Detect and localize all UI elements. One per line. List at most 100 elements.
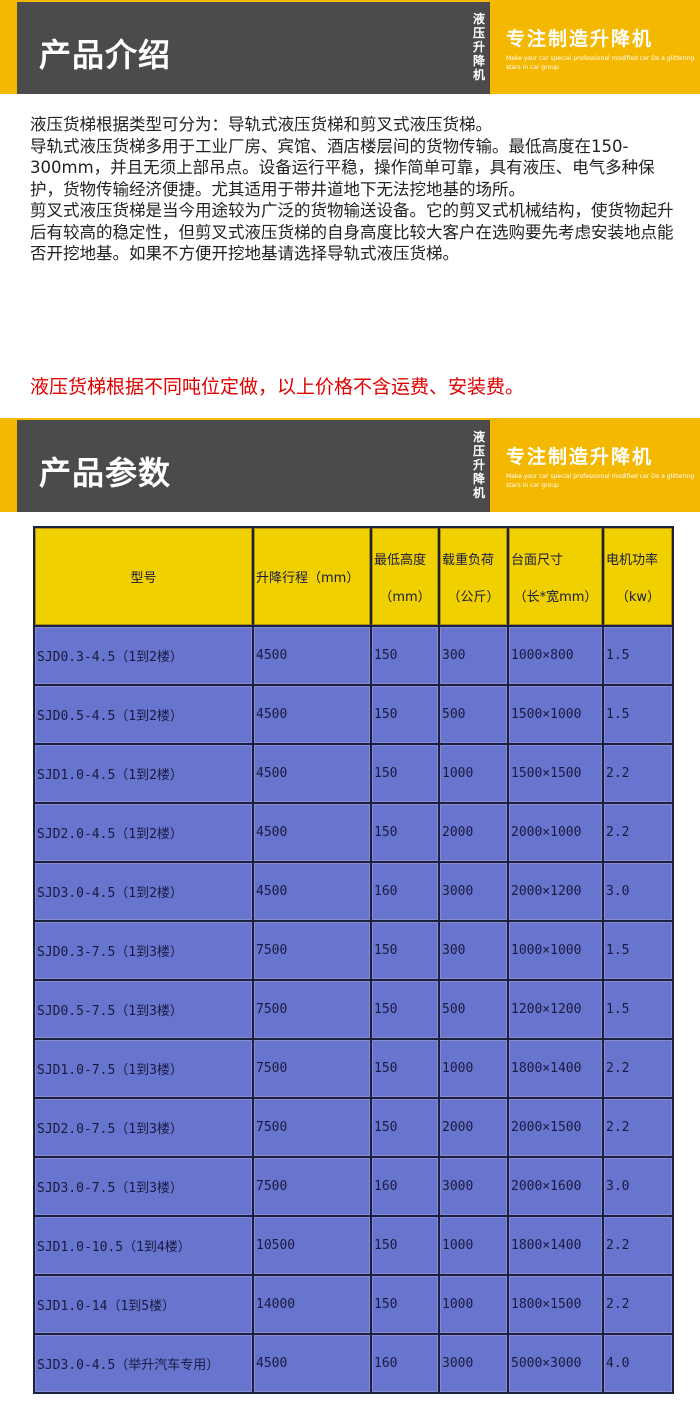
table-row: SJD1.0-14（1到5楼） 14000 150 1000 1800×1500 2.2 xyxy=(33,1274,674,1335)
table-cell: 1500×1000 xyxy=(507,684,604,745)
table-cell: 1000×1000 xyxy=(507,920,604,981)
header-label: 载重负荷 xyxy=(442,552,495,568)
table-cell: 2.2 xyxy=(602,1038,674,1099)
table-cell: 2000×1000 xyxy=(507,802,604,863)
header-cell: 升降行程（mm） xyxy=(252,526,372,627)
table-cell: 4500 xyxy=(252,743,372,804)
table-cell: SJD3.0-7.5（1到3楼） xyxy=(33,1156,254,1217)
table-cell: 2.2 xyxy=(602,1215,674,1276)
table-cell: 1800×1400 xyxy=(507,1215,604,1276)
table-cell: 7500 xyxy=(252,1156,372,1217)
header-unit: （公斤） xyxy=(447,589,500,605)
table-cell: 3.0 xyxy=(602,861,674,922)
table-cell: 2000×1600 xyxy=(507,1156,604,1217)
table-cell: 1.5 xyxy=(602,979,674,1040)
intro-paragraph: 导轨式液压货梯多用于工业厂房、宾馆、酒店楼层间的货物传输。最低高度在150-30… xyxy=(30,136,655,199)
table-cell: 500 xyxy=(438,979,509,1040)
header-label: 最低高度 xyxy=(374,552,427,568)
header-label: 电机功率 xyxy=(606,552,659,568)
table-cell: SJD0.3-4.5（1到2楼） xyxy=(33,625,254,686)
table-cell: 4500 xyxy=(252,802,372,863)
table-cell: 150 xyxy=(370,1038,440,1099)
table-cell: 150 xyxy=(370,1274,440,1335)
table-cell: SJD0.3-7.5（1到3楼） xyxy=(33,920,254,981)
table-cell: 7500 xyxy=(252,979,372,1040)
header-label: 型号 xyxy=(130,571,157,586)
table-cell: 3.0 xyxy=(602,1156,674,1217)
table-row: SJD3.0-7.5（1到3楼） 7500 160 3000 2000×1600 3.0 xyxy=(33,1156,674,1217)
table-cell: 10500 xyxy=(252,1215,372,1276)
intro-paragraph: 液压货梯根据类型可分为：导轨式液压货梯和剪叉式液压货梯。 xyxy=(30,115,492,134)
vertical-label: 液压升降机 xyxy=(472,12,485,82)
table-cell: 2000 xyxy=(438,1097,509,1158)
table-cell: 150 xyxy=(370,625,440,686)
table-cell: 2000 xyxy=(438,802,509,863)
table-cell: 2.2 xyxy=(602,802,674,863)
slogan-english: Make your car special professional modif… xyxy=(506,55,695,71)
table-cell: SJD1.0-7.5（1到3楼） xyxy=(33,1038,254,1099)
table-cell: 1000 xyxy=(438,743,509,804)
intro-text: 液压货梯根据类型可分为：导轨式液压货梯和剪叉式液压货梯。 导轨式液压货梯多用于工… xyxy=(30,114,680,265)
table-cell: 160 xyxy=(370,1333,440,1394)
table-cell: 1000 xyxy=(438,1215,509,1276)
table-cell: 150 xyxy=(370,802,440,863)
table-cell: 7500 xyxy=(252,920,372,981)
table-cell: SJD3.0-4.5（举升汽车专用） xyxy=(33,1333,254,1394)
table-cell: 4500 xyxy=(252,861,372,922)
table-cell: 150 xyxy=(370,1097,440,1158)
table-row: SJD0.3-4.5（1到2楼） 4500 150 300 1000×800 1.5 xyxy=(33,625,674,686)
table-cell: 160 xyxy=(370,861,440,922)
table-cell: 160 xyxy=(370,1156,440,1217)
table-cell: 3000 xyxy=(438,1333,509,1394)
table-cell: 1500×1500 xyxy=(507,743,604,804)
intro-paragraph: 剪叉式液压货梯是当今用途较为广泛的货物输送设备。它的剪叉式机械结构，使货物起升后… xyxy=(30,201,674,263)
slogan: 专注制造升降机 xyxy=(506,28,654,50)
header-unit: （mm） xyxy=(379,589,431,605)
table-row: SJD1.0-10.5（1到4楼） 10500 150 1000 1800×1400 2.… xyxy=(33,1215,674,1276)
table-cell: 1000 xyxy=(438,1274,509,1335)
params-table: 型号 升降行程（mm） 最低高度 （mm） 载重负荷 （公斤） 台面尺寸 （长*宽mm） 电机功… xyxy=(33,526,674,1394)
table-cell: 3000 xyxy=(438,861,509,922)
banner-dark-panel: 产品介绍 液压升降机 xyxy=(17,2,490,94)
table-cell: 7500 xyxy=(252,1038,372,1099)
table-cell: 3000 xyxy=(438,1156,509,1217)
table-cell: SJD0.5-4.5（1到2楼） xyxy=(33,684,254,745)
header-cell: 型号 xyxy=(33,526,254,627)
table-cell: 4500 xyxy=(252,625,372,686)
table-cell: 2.2 xyxy=(602,743,674,804)
table-cell: SJD1.0-14（1到5楼） xyxy=(33,1274,254,1335)
table-cell: 2000×1200 xyxy=(507,861,604,922)
table-cell: 1.5 xyxy=(602,625,674,686)
table-cell: 7500 xyxy=(252,1097,372,1158)
vertical-label: 液压升降机 xyxy=(472,430,485,500)
table-cell: SJD2.0-7.5（1到3楼） xyxy=(33,1097,254,1158)
table-row: SJD3.0-4.5（举升汽车专用） 4500 160 3000 5000×3000 4.… xyxy=(33,1333,674,1394)
table-cell: 1000×800 xyxy=(507,625,604,686)
price-notice: 液压货梯根据不同吨位定做，以上价格不含运费、安装费。 xyxy=(30,376,525,398)
table-cell: 1200×1200 xyxy=(507,979,604,1040)
table-header-row: 型号 升降行程（mm） 最低高度 （mm） 载重负荷 （公斤） 台面尺寸 （长*宽mm） 电机功… xyxy=(33,526,674,627)
table-cell: 500 xyxy=(438,684,509,745)
table-cell: 150 xyxy=(370,920,440,981)
table-cell: 150 xyxy=(370,979,440,1040)
table-cell: 1000 xyxy=(438,1038,509,1099)
table-cell: SJD2.0-4.5（1到2楼） xyxy=(33,802,254,863)
table-cell: 4500 xyxy=(252,684,372,745)
table-cell: 2.2 xyxy=(602,1097,674,1158)
table-cell: 1.5 xyxy=(602,920,674,981)
banner-product-intro: 产品介绍 液压升降机 专注制造升降机 Make your car special… xyxy=(0,0,700,94)
table-cell: 150 xyxy=(370,743,440,804)
header-cell: 台面尺寸 （长*宽mm） xyxy=(507,526,604,627)
banner-dark-panel: 产品参数 液压升降机 xyxy=(17,420,490,512)
header-unit: （长*宽mm） xyxy=(513,589,598,605)
table-row: SJD0.5-4.5（1到2楼） 4500 150 500 1500×1000 1.5 xyxy=(33,684,674,745)
table-cell: SJD1.0-10.5（1到4楼） xyxy=(33,1215,254,1276)
table-cell: SJD3.0-4.5（1到2楼） xyxy=(33,861,254,922)
table-cell: 1800×1500 xyxy=(507,1274,604,1335)
banner-product-params: 产品参数 液压升降机 专注制造升降机 Make your car special… xyxy=(0,418,700,512)
table-cell: 300 xyxy=(438,625,509,686)
table-row: SJD1.0-4.5（1到2楼） 4500 150 1000 1500×1500 2.2 xyxy=(33,743,674,804)
header-label: 升降行程（mm） xyxy=(256,571,360,586)
table-cell: 2000×1500 xyxy=(507,1097,604,1158)
table-row: SJD3.0-4.5（1到2楼） 4500 160 3000 2000×1200 3.0 xyxy=(33,861,674,922)
